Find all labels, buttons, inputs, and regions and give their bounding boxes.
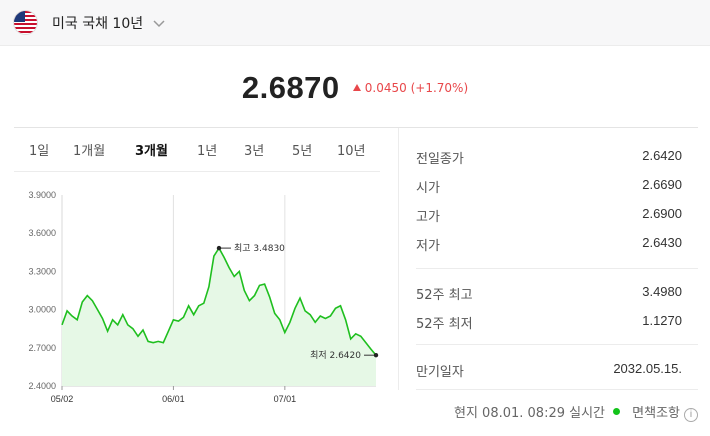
price-change: 0.0450 (+1.70%) — [352, 81, 469, 95]
us-flag-icon — [14, 11, 37, 34]
stat-label: 고가 — [416, 210, 440, 225]
up-arrow-icon — [352, 84, 361, 91]
stat-value: 2.6900 — [642, 206, 682, 221]
y-tick-label: 3.0000 — [28, 305, 56, 315]
x-tick-label: 05/02 — [51, 394, 74, 404]
stat-value: 2.6420 — [642, 148, 682, 163]
tab-1m[interactable]: 1개월 — [73, 144, 106, 159]
vertical-divider — [398, 128, 399, 390]
current-price: 2.6870 — [241, 70, 340, 105]
timestamp: 현지 08.01. 08:29 실시간 — [454, 406, 606, 421]
period-tabs: 1일 1개월 3개월 1년 3년 5년 10년 — [14, 128, 380, 172]
stat-prev-close: 전일종가 2.6420 — [416, 148, 682, 168]
stat-52w-low: 52주 최저 1.1270 — [416, 313, 682, 333]
stat-label: 52주 최고 — [416, 288, 473, 303]
tab-5y[interactable]: 5년 — [292, 144, 313, 159]
y-tick-label: 3.6000 — [28, 228, 56, 238]
x-tick-label: 07/01 — [274, 394, 297, 404]
stat-value: 3.4980 — [642, 284, 682, 299]
area-fill — [62, 248, 376, 386]
disclaimer-link[interactable]: 면책조항 — [632, 406, 680, 421]
y-tick-label: 3.9000 — [28, 190, 56, 200]
stat-label: 시가 — [416, 181, 440, 196]
stat-open: 시가 2.6690 — [416, 177, 682, 197]
stats-separator — [416, 344, 698, 345]
stat-low: 저가 2.6430 — [416, 235, 682, 255]
stat-label: 전일종가 — [416, 152, 464, 167]
stat-value: 2.6430 — [642, 235, 682, 250]
stats-separator — [416, 389, 698, 390]
stat-high: 고가 2.6900 — [416, 206, 682, 226]
stat-label: 저가 — [416, 239, 440, 254]
stat-label: 만기일자 — [416, 365, 464, 380]
y-tick-label: 3.3000 — [28, 266, 56, 276]
change-percent: (+1.70%) — [410, 81, 469, 95]
stat-value: 2.6690 — [642, 177, 682, 192]
high-marker-dot — [216, 245, 222, 251]
stat-label: 52주 최저 — [416, 317, 473, 332]
low-label: 최저 2.6420 — [310, 350, 361, 361]
stat-value: 2032.05.15. — [613, 361, 682, 376]
stats-separator — [416, 268, 698, 269]
info-icon[interactable]: i — [684, 408, 698, 422]
y-tick-label: 2.7000 — [28, 343, 56, 353]
x-tick-label: 06/01 — [162, 394, 185, 404]
footer: 현지 08.01. 08:29 실시간 면책조항 i — [0, 402, 698, 422]
stat-value: 1.1270 — [642, 313, 682, 328]
stat-maturity: 만기일자 2032.05.15. — [416, 361, 682, 381]
price-chart: 3.9000 3.6000 3.3000 3.0000 2.7000 2.4000 05/0… — [14, 180, 384, 416]
divider — [14, 127, 698, 128]
quote-summary: 2.6870 0.0450 (+1.70%) — [0, 70, 710, 106]
tab-3m[interactable]: 3개월 — [135, 144, 168, 159]
tab-10y[interactable]: 10년 — [337, 144, 366, 159]
tab-1y[interactable]: 1년 — [197, 144, 218, 159]
change-value: 0.0450 — [364, 81, 407, 95]
low-marker-dot — [373, 352, 379, 358]
chevron-down-icon[interactable] — [150, 14, 168, 32]
header-bar: 미국 국채 10년 — [0, 0, 710, 46]
high-label: 최고 3.4830 — [234, 243, 285, 254]
stat-52w-high: 52주 최고 3.4980 — [416, 284, 682, 304]
tab-1d[interactable]: 1일 — [29, 144, 50, 159]
live-indicator-icon — [613, 408, 621, 415]
y-tick-label: 2.4000 — [28, 381, 56, 391]
tab-3y[interactable]: 3년 — [244, 144, 265, 159]
instrument-title[interactable]: 미국 국채 10년 — [52, 16, 144, 32]
chart-svg: 3.9000 3.6000 3.3000 3.0000 2.7000 2.4000 05/0… — [28, 190, 379, 404]
